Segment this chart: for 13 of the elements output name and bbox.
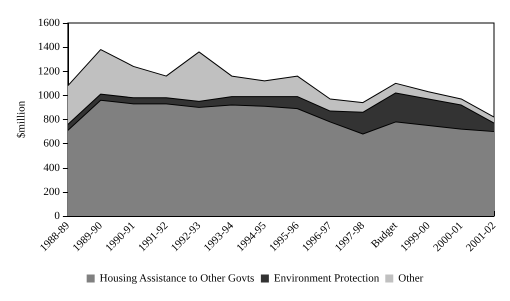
y-tick-label: 0 — [54, 210, 60, 222]
y-tick-label: 1600 — [38, 17, 60, 29]
y-tick-label: 200 — [43, 186, 60, 198]
y-tick-label: 800 — [43, 114, 60, 126]
y-tick-label: 1400 — [38, 41, 60, 54]
y-tick-label: 600 — [43, 138, 60, 150]
y-axis-title: $million — [16, 100, 28, 138]
legend-label: Environment Protection — [274, 272, 380, 284]
legend-label: Other — [398, 272, 424, 284]
y-tick-label: 1200 — [38, 65, 60, 78]
y-tick-label: 400 — [43, 162, 60, 174]
legend-label: Housing Assistance to Other Govts — [100, 272, 254, 284]
y-tick-label: 1000 — [38, 89, 60, 102]
